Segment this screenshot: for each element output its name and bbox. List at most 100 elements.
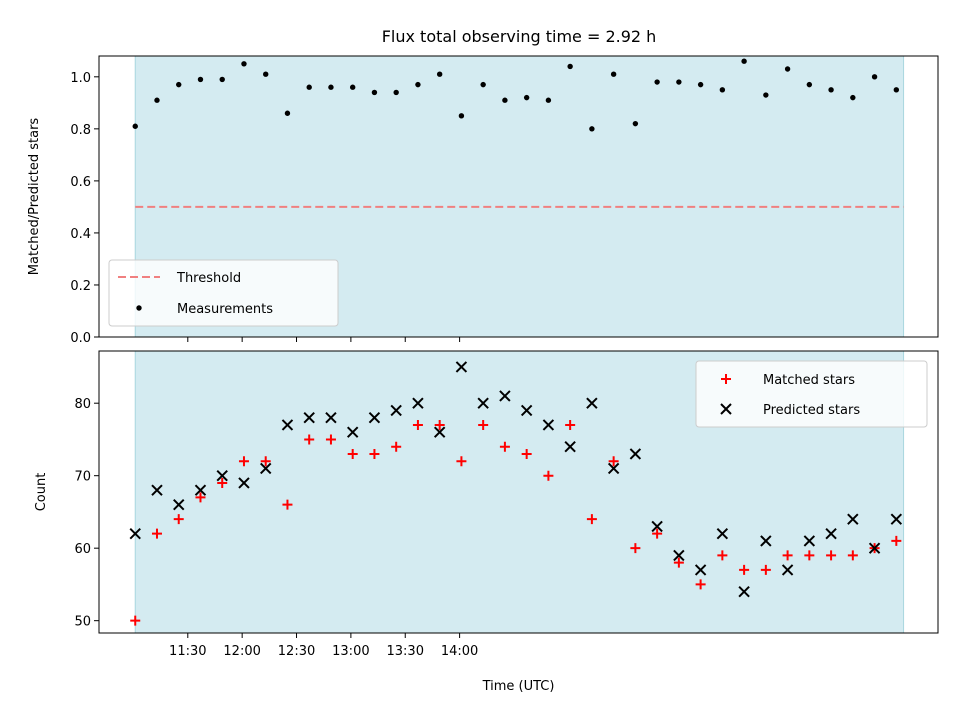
matched-star-point: [543, 470, 554, 481]
matched-star-point: [847, 550, 858, 561]
measurement-point: [784, 66, 791, 72]
matched-star-point: [304, 434, 315, 445]
measurement-point: [806, 81, 813, 88]
measurement-point: [610, 71, 617, 77]
measurement-point: [589, 126, 595, 132]
matched-star-point: [717, 550, 728, 561]
measurement-point: [502, 97, 508, 103]
matched-star-point: [434, 419, 445, 430]
y-axis-label: Count: [34, 473, 49, 512]
predicted-star-point: [868, 542, 881, 554]
y-tick-label: 80: [74, 397, 91, 412]
measurement-point: [197, 76, 204, 83]
predicted-star-point: [238, 477, 250, 489]
measurement-point: [850, 94, 856, 101]
matched-star-point: [130, 615, 141, 626]
x-tick-label: 13:30: [387, 644, 424, 659]
matched-star-point: [391, 441, 402, 452]
legend-predicted-label: Predicted stars: [763, 403, 860, 418]
predicted-star-point: [847, 513, 859, 525]
measurement-point: [284, 110, 291, 116]
measurement-point: [480, 81, 486, 88]
predicted-star-point: [260, 462, 272, 475]
predicted-star-point: [542, 419, 555, 431]
predicted-star-point: [151, 484, 163, 496]
measurement-point: [632, 120, 639, 127]
measurement-point: [436, 71, 443, 77]
matched-star-point: [521, 448, 532, 459]
matched-star-point: [630, 543, 641, 554]
matched-star-point: [456, 456, 467, 467]
measurement-point: [132, 123, 138, 129]
measurement-point: [328, 84, 334, 90]
predicted-star-point: [738, 585, 750, 598]
predicted-star-point: [520, 404, 533, 417]
measurement-point: [697, 81, 704, 88]
predicted-star-point: [173, 498, 185, 511]
matched-star-point: [478, 419, 489, 430]
matched-star-point: [238, 456, 249, 467]
predicted-star-point: [694, 564, 707, 576]
measurement-point: [545, 97, 552, 103]
matched-star-point: [739, 564, 750, 575]
y-axis-label: Matched/Predicted stars: [27, 118, 42, 276]
predicted-star-point: [564, 440, 576, 453]
predicted-star-point: [325, 411, 337, 424]
matched-star-point: [782, 550, 793, 561]
measurement-point: [676, 79, 682, 85]
measurement-point: [763, 92, 769, 98]
measurement-point: [154, 97, 160, 103]
measurement-point: [719, 87, 726, 93]
predicted-star-point: [499, 390, 511, 402]
predicted-star-point: [760, 535, 772, 547]
measurement-point: [654, 79, 660, 85]
matched-star-point: [151, 528, 162, 539]
x-axis-label: Time (UTC): [482, 679, 555, 694]
matched-star-point: [217, 477, 228, 488]
x-tick-label: 14:00: [441, 644, 478, 659]
predicted-star-point: [390, 404, 402, 417]
predicted-star-point: [368, 411, 381, 424]
predicted-star-point: [673, 549, 685, 562]
measurement-point: [893, 87, 900, 93]
measurement-point: [176, 81, 182, 88]
matched-star-point: [369, 448, 380, 459]
predicted-star-point: [129, 527, 141, 540]
legend-matched-swatch: [721, 374, 731, 384]
predicted-star-point: [194, 484, 207, 496]
predicted-star-point: [629, 448, 642, 460]
legend-threshold-label: Threshold: [176, 271, 241, 286]
y-tick-label: 0.8: [70, 123, 91, 138]
matched-star-point: [195, 492, 206, 503]
y-tick-label: 50: [74, 615, 91, 630]
measurement-point: [871, 74, 878, 80]
measurement-point: [523, 94, 530, 101]
measurement-point: [741, 58, 747, 64]
predicted-star-point: [716, 527, 729, 540]
predicted-star-point: [825, 527, 837, 540]
legend-matched-label: Matched stars: [763, 373, 855, 388]
legend-predicted-swatch: [720, 403, 732, 415]
matched-star-point: [260, 456, 271, 467]
measurement-point: [263, 71, 269, 77]
matched-star-point: [652, 528, 663, 539]
measurement-point: [219, 76, 225, 83]
measurement-point: [371, 89, 378, 96]
measurement-point: [306, 84, 312, 90]
y-tick-label: 70: [74, 470, 91, 485]
measurement-point: [458, 113, 465, 119]
y-tick-label: 0.2: [70, 279, 91, 294]
matched-star-point: [282, 499, 293, 510]
predicted-star-point: [890, 513, 903, 525]
legend-box: [108, 259, 339, 327]
measurement-point: [349, 84, 356, 90]
predicted-star-point: [586, 397, 598, 409]
y-tick-label: 0.6: [70, 175, 91, 190]
y-tick-label: 0.0: [70, 331, 91, 346]
measurement-point: [241, 61, 247, 67]
matched-star-point: [565, 419, 576, 430]
legend: Matched stars Predicted stars: [695, 360, 928, 428]
matched-star-point: [760, 564, 771, 575]
axes-frame: [98, 55, 939, 338]
